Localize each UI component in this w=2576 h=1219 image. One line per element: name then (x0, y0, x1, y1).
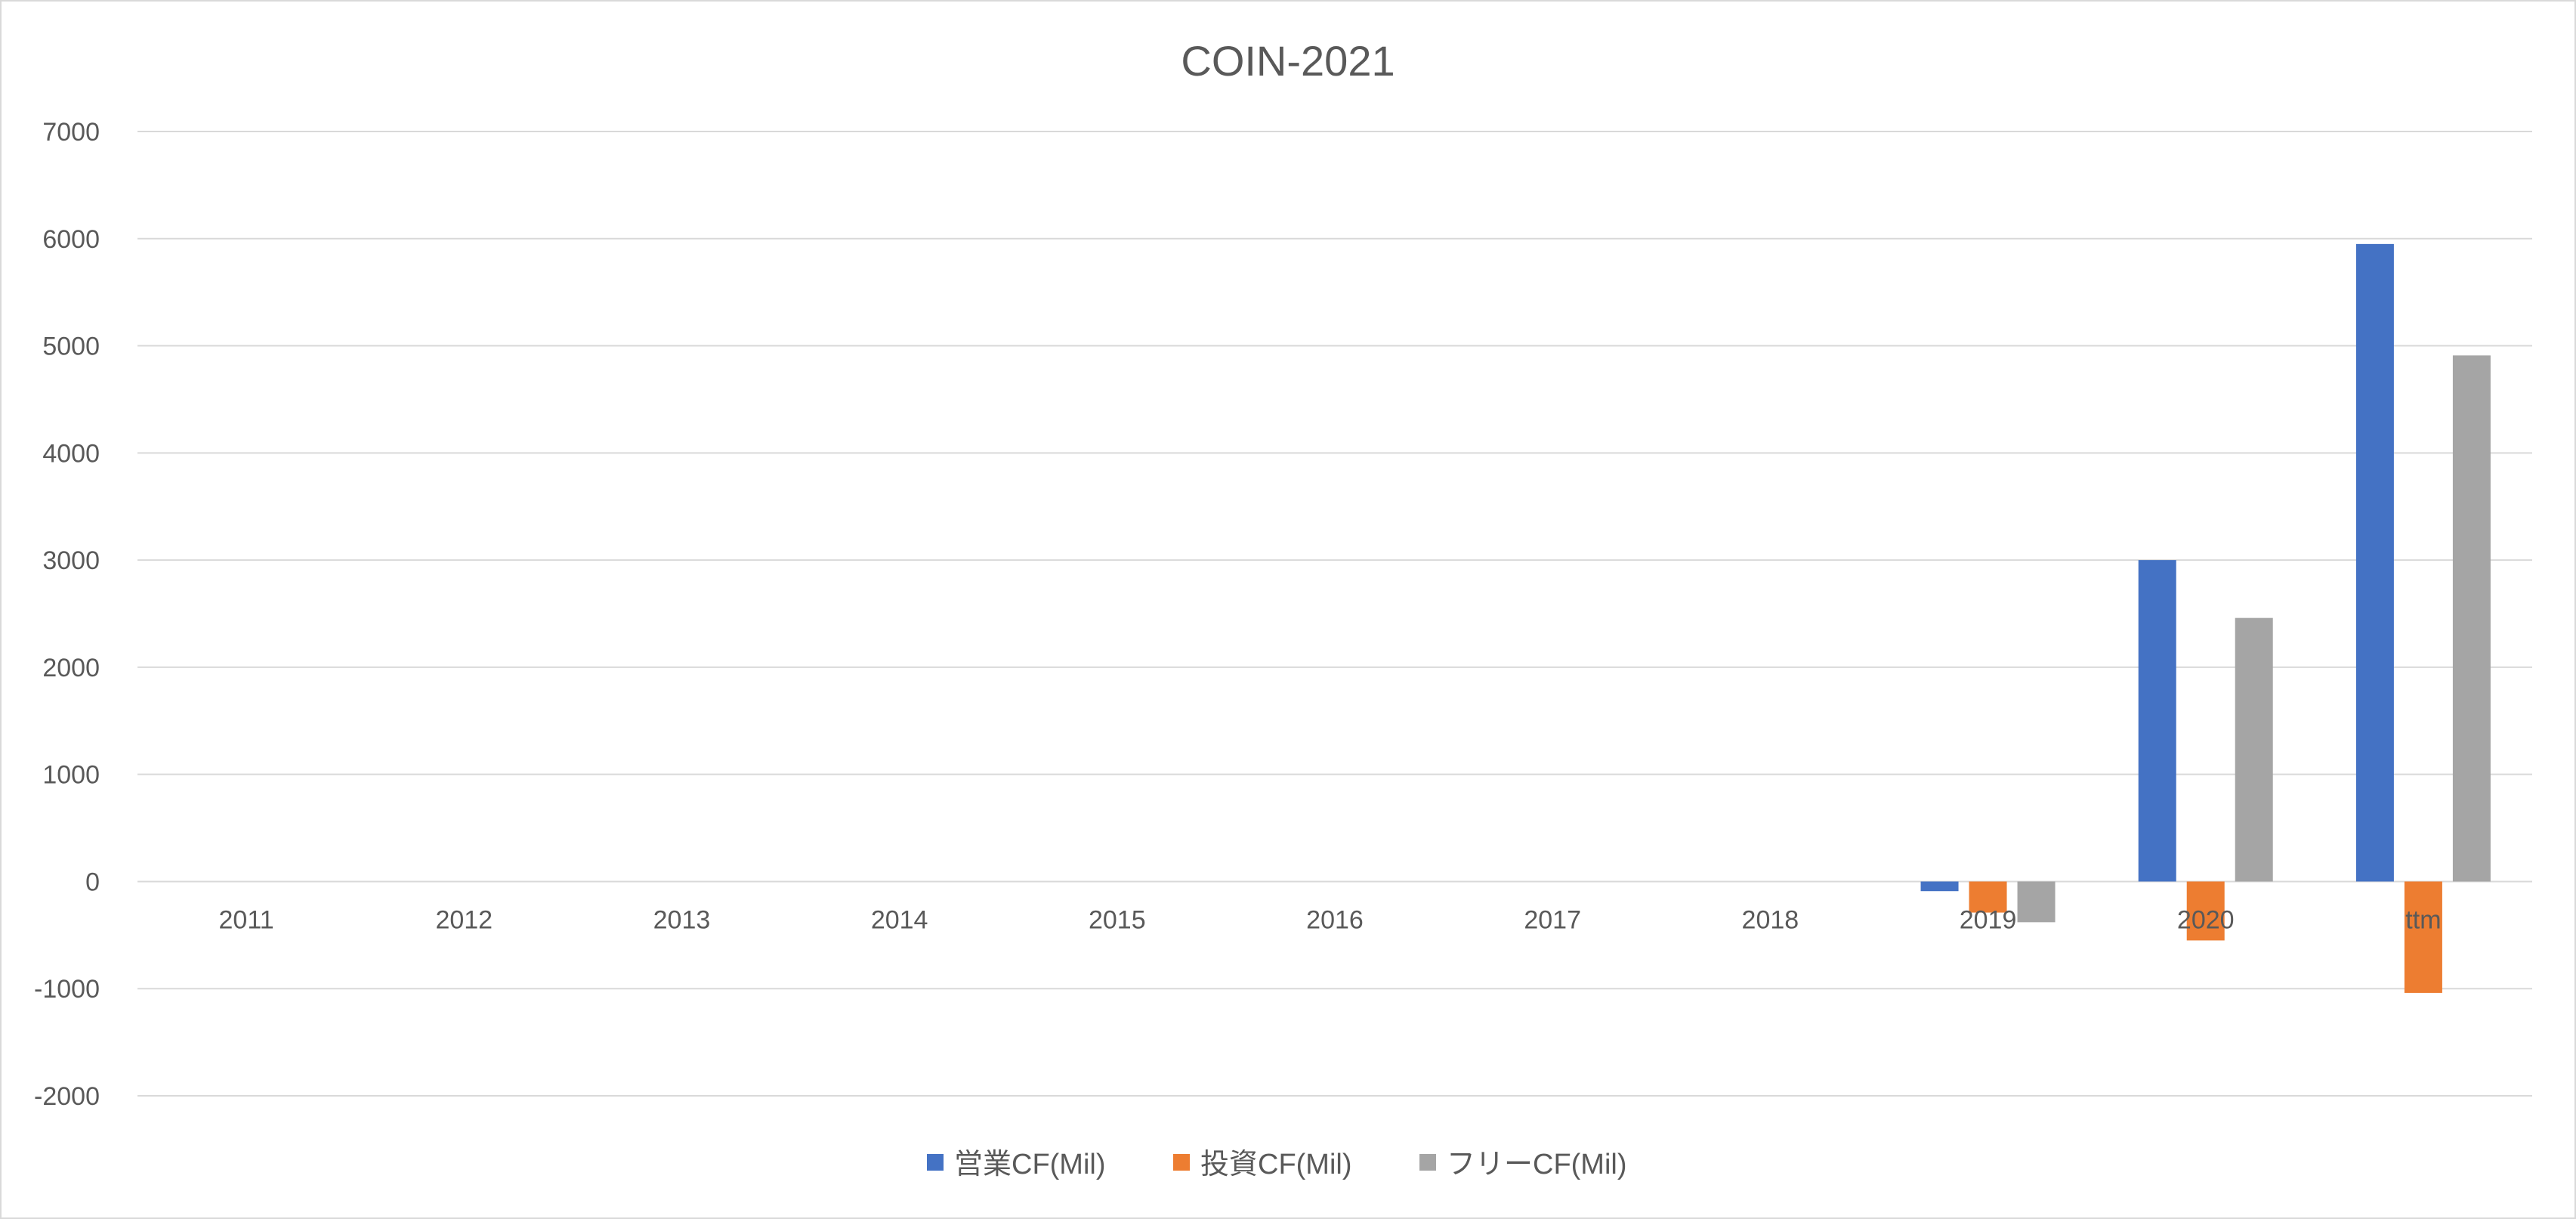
legend-swatch (1173, 1154, 1190, 1171)
y-tick-label: 2000 (42, 654, 100, 682)
x-tick-label: 2017 (1524, 905, 1581, 934)
y-tick-label: 4000 (42, 439, 100, 468)
x-tick-label: 2013 (653, 905, 711, 934)
y-tick-label: -1000 (34, 975, 100, 1004)
legend: 営業CF(Mil) 投資CF(Mil) フリーCF(Mil) (927, 1149, 1627, 1180)
legend-swatch (1419, 1154, 1436, 1171)
bar-ttm-series-0 (2355, 243, 2394, 882)
x-axis-ticks: 2011 2012 2013 2014 2015 2016 2017 2018 2019 2020… (219, 905, 2442, 934)
bar-2019-series-1 (1969, 881, 2007, 913)
x-tick-label: 2020 (2177, 905, 2235, 934)
x-tick-label: 2016 (1306, 905, 1364, 934)
legend-label: フリーCF(Mil) (1447, 1149, 1627, 1180)
x-tick-label: ttm (2405, 905, 2441, 934)
bar-ttm-series-1 (2404, 881, 2442, 993)
gridlines (137, 131, 2532, 1097)
y-axis-ticks: 7000 6000 5000 4000 3000 2000 1000 0 -1000 -2000 (34, 118, 100, 1111)
legend-label: 営業CF(Mil) (954, 1149, 1106, 1180)
y-tick-label: 5000 (42, 333, 100, 361)
y-tick-label: 3000 (42, 546, 100, 575)
bar-2020-series-2 (2235, 617, 2273, 882)
bar-2019-series-0 (1920, 881, 1959, 892)
x-tick-label: 2012 (435, 905, 493, 934)
legend-swatch (927, 1154, 944, 1171)
y-tick-label: 0 (85, 868, 100, 896)
bar-2020-series-0 (2138, 560, 2176, 882)
x-tick-label: 2014 (871, 905, 928, 934)
bars (1920, 243, 2491, 993)
bar-ttm-series-2 (2452, 355, 2491, 882)
chart-title: COIN-2021 (1181, 37, 1395, 85)
x-tick-label: 2019 (1960, 905, 2017, 934)
bar-2020-series-1 (2186, 881, 2225, 941)
legend-label: 投資CF(Mil) (1200, 1149, 1352, 1180)
y-tick-label: -2000 (34, 1082, 100, 1111)
y-tick-label: 1000 (42, 761, 100, 790)
bar-2019-series-2 (2017, 881, 2056, 923)
x-tick-label: 2011 (219, 905, 274, 934)
y-tick-label: 6000 (42, 225, 100, 254)
x-tick-label: 2015 (1089, 905, 1146, 934)
x-tick-label: 2018 (1742, 905, 1799, 934)
y-tick-label: 7000 (42, 118, 100, 147)
